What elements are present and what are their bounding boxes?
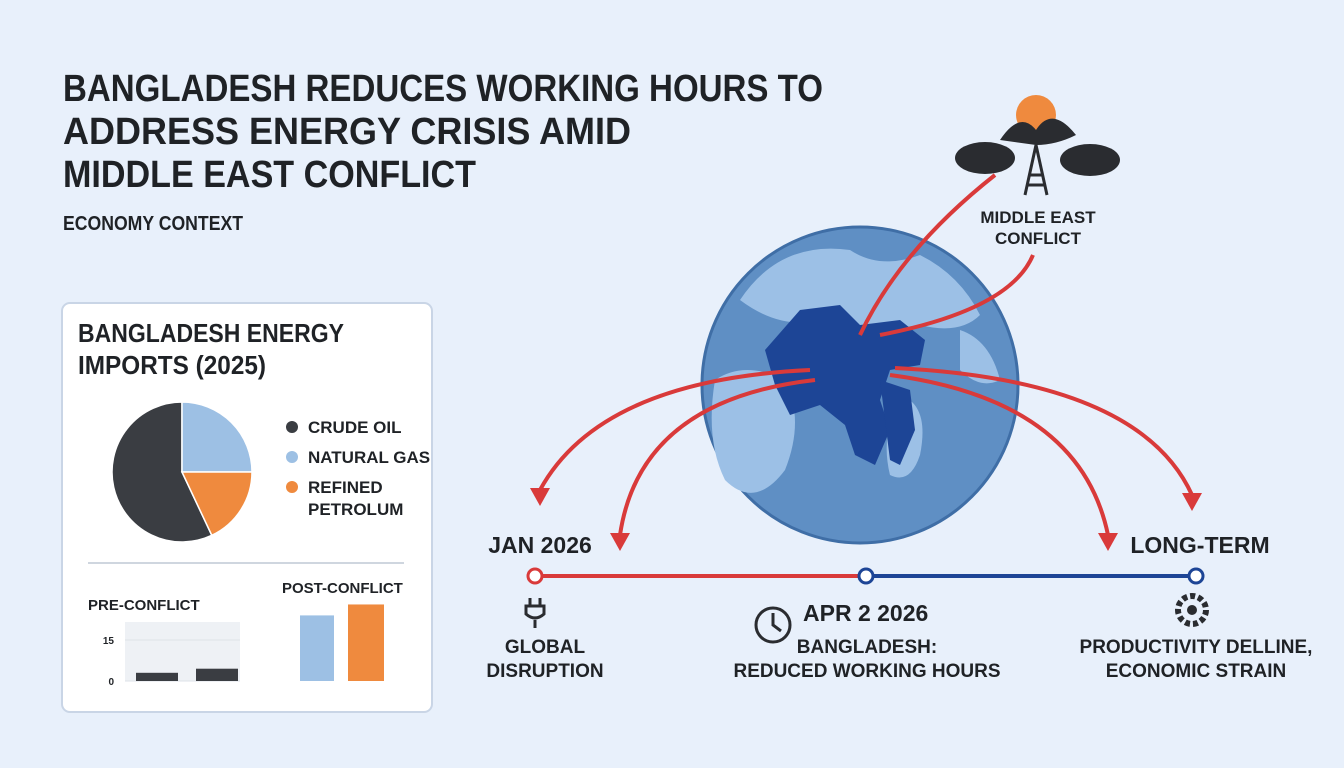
timeline-date: APR 2 2026	[803, 600, 928, 626]
bar-group-label: POST-CONFLICT	[282, 580, 403, 597]
timeline-text: ECONOMIC STRAIN	[1106, 661, 1287, 682]
title-line: BANGLADESH REDUCES WORKING HOURS TO	[63, 68, 823, 110]
timeline-date: LONG-TERM	[1130, 532, 1269, 558]
pie-slice	[181, 401, 253, 473]
timeline-dot	[526, 567, 544, 585]
bar	[348, 604, 384, 681]
timeline-text: GLOBAL	[505, 637, 586, 658]
legend-dot	[286, 421, 298, 433]
legend-label: CRUDE OIL	[308, 418, 402, 437]
card-title: IMPORTS (2025)	[78, 350, 266, 380]
timeline-dot	[1187, 567, 1205, 585]
arrows	[538, 173, 1194, 536]
timeline-text: PRODUCTIVITY DELLINE,	[1080, 637, 1313, 658]
y-tick-label: 0	[108, 677, 114, 688]
subtitle: ECONOMY CONTEXT	[63, 213, 243, 235]
legend-label: REFINED PETROLUM	[308, 478, 403, 519]
pie-slice	[180, 471, 253, 537]
conflict-icon	[955, 95, 1120, 196]
card-title: BANGLADESH ENERGY	[78, 318, 344, 348]
timeline-text: REDUCED WORKING HOURS	[733, 661, 1000, 682]
pie-slice	[111, 401, 213, 543]
bar	[136, 672, 178, 681]
plug-icon	[524, 598, 546, 628]
timeline-date: JAN 2026	[488, 532, 592, 558]
clock-icon	[754, 606, 792, 644]
legend-label: NATURAL GAS	[308, 448, 430, 467]
legend-dot	[286, 481, 298, 493]
bar	[196, 668, 238, 681]
timeline-dot	[857, 567, 875, 585]
globe-label: CONFLICT	[995, 229, 1082, 248]
timeline-text: BANGLADESH:	[797, 637, 937, 658]
title-line: MIDDLE EAST CONFLICT	[63, 154, 476, 196]
globe-label: MIDDLE EAST	[980, 208, 1096, 227]
bar	[300, 615, 334, 681]
y-tick-label: 15	[103, 636, 115, 647]
card	[61, 302, 433, 713]
gear-icon	[1175, 593, 1209, 627]
title-line: ADDRESS ENERGY CRISIS AMID	[63, 111, 631, 153]
arrow-heads	[530, 488, 1202, 551]
bar-group-label: PRE-CONFLICT	[88, 597, 200, 614]
timeline-text: DISRUPTION	[486, 661, 603, 682]
legend-dot	[286, 451, 298, 463]
globe	[700, 225, 1020, 545]
